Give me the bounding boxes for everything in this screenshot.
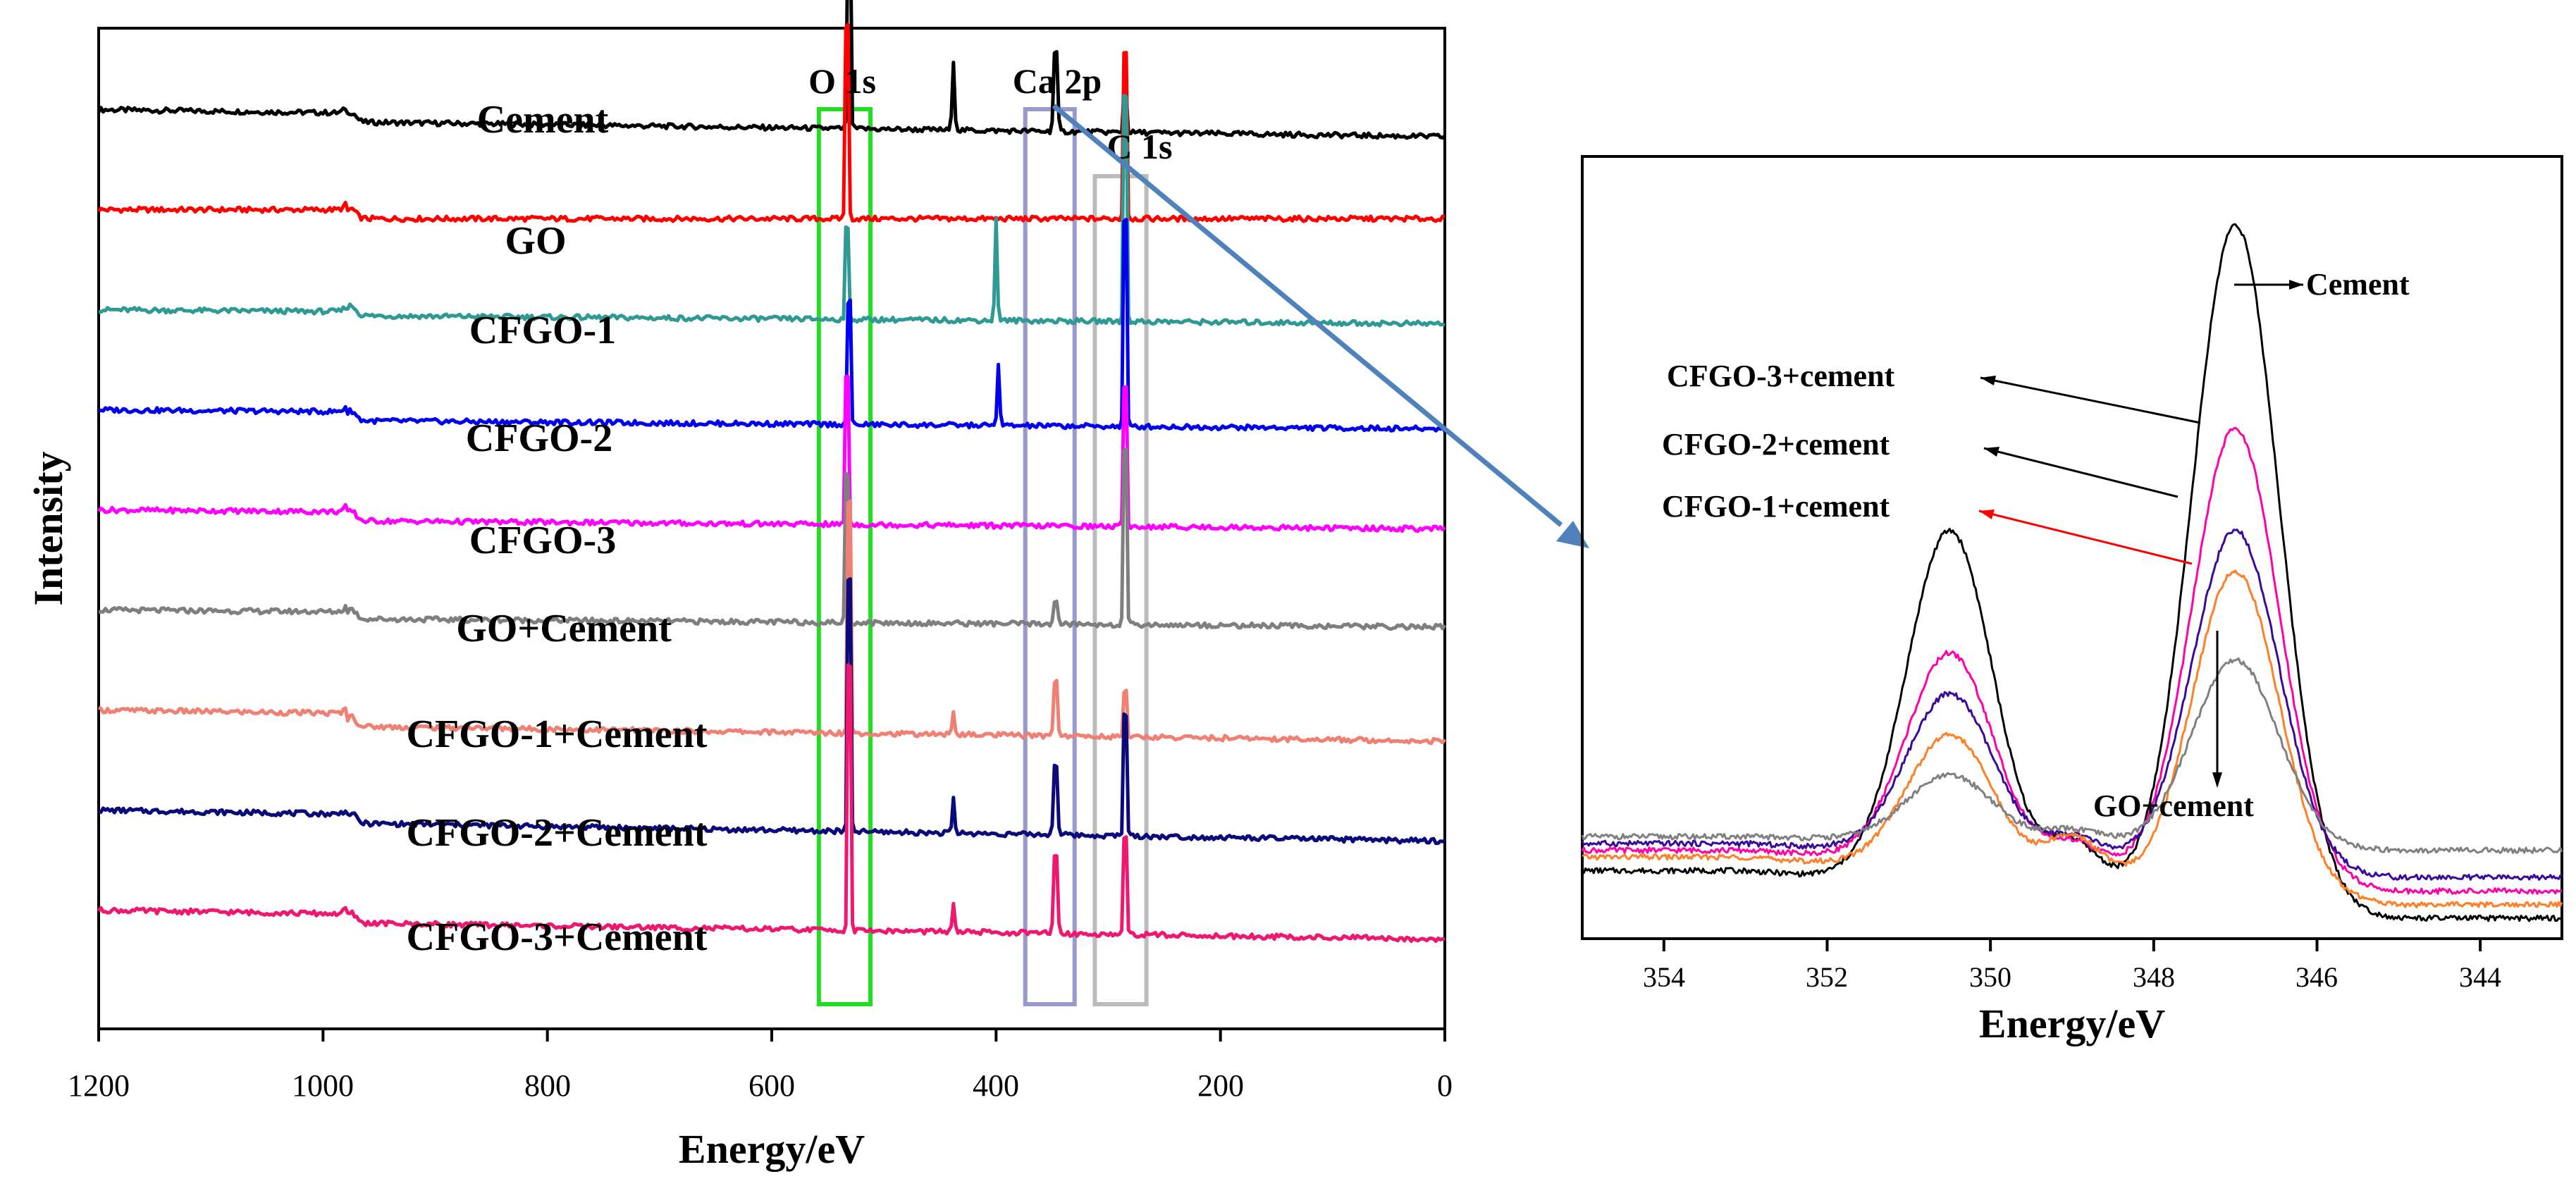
inset-tick-label-350: 350 bbox=[1969, 961, 2011, 993]
peak-labels: O 1s Ca 2p C 1s bbox=[808, 61, 1172, 166]
inset-arrowhead-go-cement bbox=[2212, 772, 2222, 788]
inset-tick-label-352: 352 bbox=[1806, 961, 1848, 993]
main-x-axis-title: Energy/eV bbox=[679, 1126, 865, 1172]
series-line-cfgo-1-cement bbox=[98, 499, 1447, 746]
peak-label-ca2p: Ca 2p bbox=[1013, 61, 1102, 101]
inset-label-cfgo-2: CFGO-2+cement bbox=[1662, 427, 1890, 462]
inset-line-cfgo-3-cement bbox=[1581, 426, 2563, 895]
series-label-cfgo-3: CFGO-3 bbox=[469, 519, 616, 562]
main-y-axis-title: Intensity bbox=[25, 451, 71, 605]
inset-pointer-cfgo-1 bbox=[1978, 510, 2193, 565]
series-line-go bbox=[97, 23, 1446, 223]
zoom-arrow bbox=[1052, 104, 1589, 548]
series-labels: Cement GO CFGO-1 CFGO-2 CFGO-3 GO+Cement… bbox=[407, 98, 708, 959]
inset-label-go-cement: GO+cement bbox=[2093, 789, 2254, 823]
inset-line-cfgo-1-cement bbox=[1582, 569, 2563, 908]
inset-pointer-cfgo-3 bbox=[1980, 376, 2201, 424]
series-line-cement bbox=[97, 0, 1446, 140]
main-chart: 1200 1000 800 600 400 200 0 Energy/eV In… bbox=[25, 0, 1453, 1172]
main-tick-label-800: 800 bbox=[524, 1068, 571, 1103]
inset-arrowhead-cement bbox=[2289, 280, 2303, 290]
inset-line-go-cement bbox=[1581, 657, 2563, 854]
series-label-go-cement: GO+Cement bbox=[456, 607, 672, 650]
series-label-cfgo-3-cement: CFGO-3+Cement bbox=[407, 915, 708, 959]
survey-spectra bbox=[97, 0, 1447, 944]
main-tick-label-600: 600 bbox=[748, 1068, 795, 1103]
inset-x-tick-labels: 354 352 350 348 346 344 bbox=[1643, 961, 2501, 993]
series-label-cfgo-1-cement: CFGO-1+Cement bbox=[407, 712, 708, 756]
inset-tick-label-344: 344 bbox=[2459, 961, 2501, 993]
inset-arrowhead-cfgo-1 bbox=[1979, 510, 1995, 519]
inset-arrowhead-cfgo-2 bbox=[1984, 447, 1999, 457]
inset-annotations: Cement CFGO-3+cement CFGO-2+cement CFGO-… bbox=[1662, 267, 2410, 823]
inset-x-axis-title: Energy/eV bbox=[1979, 1001, 2165, 1046]
highlight-box-ca-2p bbox=[1023, 107, 1077, 1006]
inset-arrowhead-cfgo-3 bbox=[1980, 376, 1996, 385]
series-line-cfgo-3-cement bbox=[97, 663, 1446, 944]
peak-highlight-boxes bbox=[816, 107, 1149, 1006]
series-label-cfgo-2: CFGO-2 bbox=[466, 416, 612, 460]
inset-label-cement: Cement bbox=[2306, 267, 2410, 302]
series-label-cfgo-1: CFGO-1 bbox=[469, 309, 616, 352]
series-line-cfgo-2-cement bbox=[98, 577, 1446, 846]
inset-pointer-cfgo-2 bbox=[1983, 447, 2178, 498]
inset-spectra bbox=[1581, 223, 2563, 922]
inset-plot-frame bbox=[1581, 155, 2563, 940]
main-tick-label-200: 200 bbox=[1197, 1068, 1244, 1103]
main-tick-label-1000: 1000 bbox=[292, 1068, 354, 1103]
series-line-cfgo-1 bbox=[98, 94, 1446, 328]
peak-label-o1s: O 1s bbox=[808, 61, 876, 101]
series-line-cfgo-2 bbox=[98, 218, 1447, 433]
main-x-ticks bbox=[97, 1029, 1446, 1042]
inset-line-cement bbox=[1582, 223, 2563, 922]
series-label-cfgo-2-cement: CFGO-2+Cement bbox=[407, 811, 708, 855]
inset-tick-label-346: 346 bbox=[2295, 961, 2338, 993]
inset-label-cfgo-1: CFGO-1+cement bbox=[1662, 489, 1890, 524]
main-tick-label-0: 0 bbox=[1437, 1068, 1453, 1103]
inset-tick-label-354: 354 bbox=[1643, 961, 1685, 993]
series-label-cement: Cement bbox=[477, 98, 609, 142]
inset-label-cfgo-3: CFGO-3+cement bbox=[1667, 359, 1895, 393]
series-line-cfgo-3 bbox=[97, 374, 1446, 533]
main-tick-label-400: 400 bbox=[973, 1068, 1019, 1103]
inset-chart: 354 352 350 348 346 344 Energy/eV Cement… bbox=[1581, 155, 2563, 1046]
zoom-arrow-line bbox=[1052, 104, 1563, 527]
series-label-go: GO bbox=[505, 219, 566, 263]
inset-x-ticks bbox=[1662, 939, 2482, 951]
main-x-tick-labels: 1200 1000 800 600 400 200 0 bbox=[68, 1068, 1453, 1103]
series-line-go-cement bbox=[98, 447, 1447, 631]
inset-tick-label-348: 348 bbox=[2133, 961, 2175, 993]
main-tick-label-1200: 1200 bbox=[68, 1068, 130, 1103]
